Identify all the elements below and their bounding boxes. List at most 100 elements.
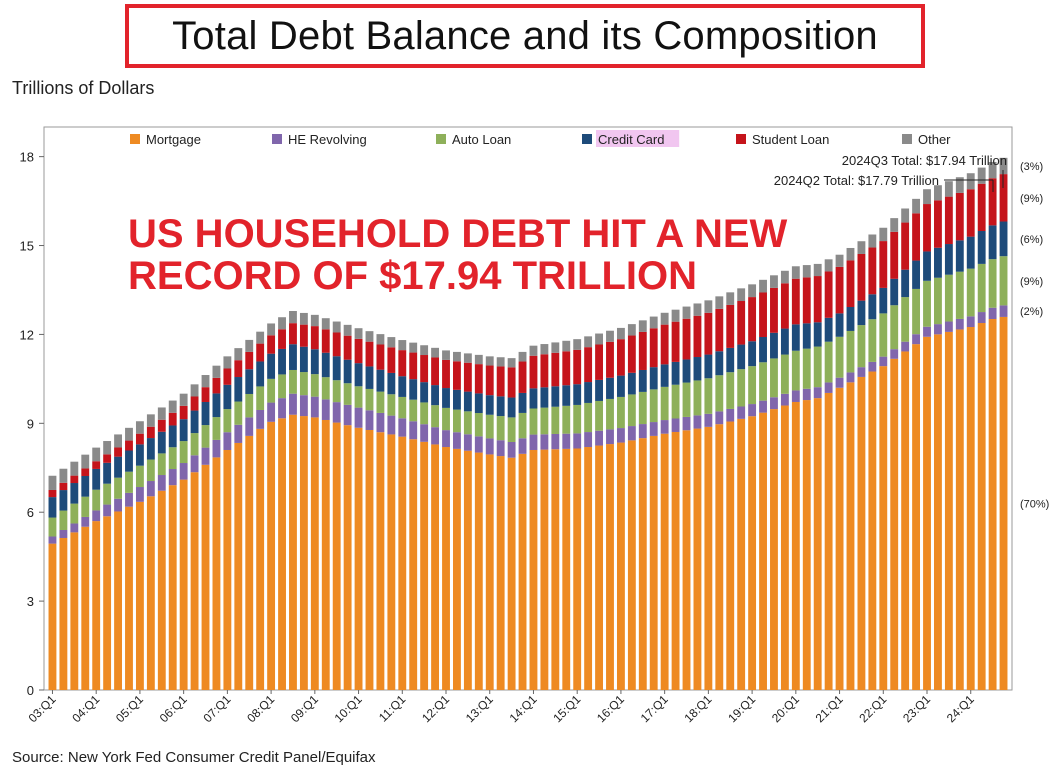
bar-segment-student-loan (627, 335, 636, 373)
bar-segment-credit-card (474, 393, 483, 414)
bar-segment-mortgage (944, 331, 953, 690)
bar-segment-other (529, 345, 538, 356)
bar-segment-other (813, 263, 822, 277)
bar-segment-auto-loan (278, 374, 286, 399)
bar-segment-other (321, 318, 330, 330)
x-tick-label: 11:Q1 (376, 692, 409, 725)
bar-segment-auto-loan (485, 414, 494, 439)
bar-segment-he-revolving (103, 504, 112, 517)
bar-segment-mortgage (660, 433, 669, 690)
bar-segment-auto-loan (442, 407, 450, 431)
bar-segment-other (551, 342, 560, 353)
bar-segment-auto-loan (70, 503, 79, 524)
bar-segment-mortgage (770, 409, 778, 690)
bar-segment-he-revolving (802, 388, 811, 401)
bar-segment-he-revolving (988, 307, 997, 320)
bar-segment-mortgage (179, 479, 188, 690)
bar-segment-auto-loan (146, 459, 155, 482)
bar-segment-credit-card (168, 425, 177, 448)
bar-segment-student-loan (759, 292, 767, 338)
bar-segment-student-loan (267, 335, 276, 354)
bar-segment-student-loan (638, 331, 647, 370)
bar-segment-mortgage (955, 329, 964, 690)
bar-segment-other (660, 312, 669, 325)
bar-segment-he-revolving (901, 341, 910, 352)
bar-segment-other (780, 270, 789, 284)
bar-segment-student-loan (540, 354, 549, 388)
bar-segment-student-loan (780, 283, 789, 329)
bar-segment-mortgage (934, 334, 942, 690)
bar-segment-he-revolving (59, 529, 68, 538)
x-tick-label: 05:Q1 (113, 692, 146, 725)
bar-segment-credit-card (748, 341, 757, 367)
bar-segment-student-loan (660, 324, 669, 365)
bar-segment-auto-loan (343, 383, 352, 405)
bar-segment-credit-card (376, 369, 385, 392)
bar-segment-mortgage (715, 424, 724, 690)
bar-segment-credit-card (299, 346, 308, 373)
bar-segment-credit-card (638, 369, 647, 392)
x-tick-label: 20:Q1 (769, 692, 802, 725)
bar-segment-other (737, 288, 746, 302)
bar-segment-he-revolving (868, 361, 877, 372)
bar-segment-student-loan (48, 489, 57, 498)
bar-segment-auto-loan (562, 405, 571, 434)
bar-segment-credit-card (693, 357, 702, 381)
bar-segment-mortgage (693, 428, 702, 690)
bar-segment-auto-loan (737, 369, 746, 407)
bar-segment-credit-card (846, 307, 855, 331)
bar-segment-credit-card (562, 385, 571, 406)
x-tick-label: 24:Q1 (944, 692, 977, 725)
bar-segment-he-revolving (343, 404, 352, 426)
bar-segment-credit-card (81, 475, 90, 497)
legend-item-credit-card: Credit Card (582, 130, 680, 147)
bar-segment-other (299, 312, 308, 325)
bar-segment-student-loan (420, 355, 429, 383)
bar-segment-mortgage (923, 336, 931, 690)
x-tick-label: 12:Q1 (419, 692, 452, 725)
bar-segment-he-revolving (923, 326, 931, 337)
bar-segment-credit-card (813, 322, 822, 347)
bar-segment-he-revolving (638, 424, 647, 439)
bar-segment-mortgage (726, 421, 735, 690)
bar-segment-auto-loan (409, 399, 418, 422)
bar-segment-he-revolving (332, 402, 341, 423)
y-tick-label: 15 (20, 239, 34, 254)
bar-segment-other (431, 347, 440, 358)
bar-segment-credit-card (256, 361, 265, 387)
bar-segment-he-revolving (857, 367, 866, 377)
bar-segment-other (748, 284, 757, 298)
bar-segment-student-loan (146, 426, 155, 439)
bar-segment-mortgage (442, 447, 450, 690)
bar-segment-mortgage (540, 449, 549, 690)
bar-segment-credit-card (485, 395, 494, 415)
y-tick-label: 9 (27, 416, 34, 431)
bar-segment-other (48, 475, 57, 490)
bar-segment-credit-card (496, 396, 505, 417)
bar-segment-auto-loan (223, 409, 232, 433)
legend-label: Other (918, 132, 951, 147)
share-label-credit-card: (6%) (1020, 234, 1043, 246)
bar-segment-student-loan (245, 351, 254, 370)
headline-overlay: US HOUSEHOLD DEBT HIT A NEW RECORD OF $1… (128, 212, 788, 298)
bar-segment-he-revolving (114, 498, 122, 512)
bar-segment-credit-card (780, 328, 789, 355)
bar-segment-student-loan (496, 366, 505, 397)
bar-segment-he-revolving (442, 430, 450, 448)
bar-segment-credit-card (103, 462, 112, 484)
bar-segment-student-loan (387, 347, 396, 373)
x-tick-label: 16:Q1 (594, 692, 627, 725)
bar-segment-credit-card (179, 419, 188, 442)
bar-segment-other (791, 266, 800, 279)
bar-segment-other (726, 292, 735, 305)
bar-segment-student-loan (682, 318, 691, 360)
bar-segment-student-loan (212, 377, 221, 394)
bar-segment-auto-loan (573, 404, 582, 434)
x-tick-label: 22:Q1 (856, 692, 889, 725)
bar-segment-he-revolving (671, 418, 680, 432)
bar-segment-other (310, 314, 319, 327)
bar-segment-auto-loan (879, 313, 888, 357)
bar-segment-other (59, 468, 68, 483)
bar-segment-student-loan (59, 482, 68, 491)
